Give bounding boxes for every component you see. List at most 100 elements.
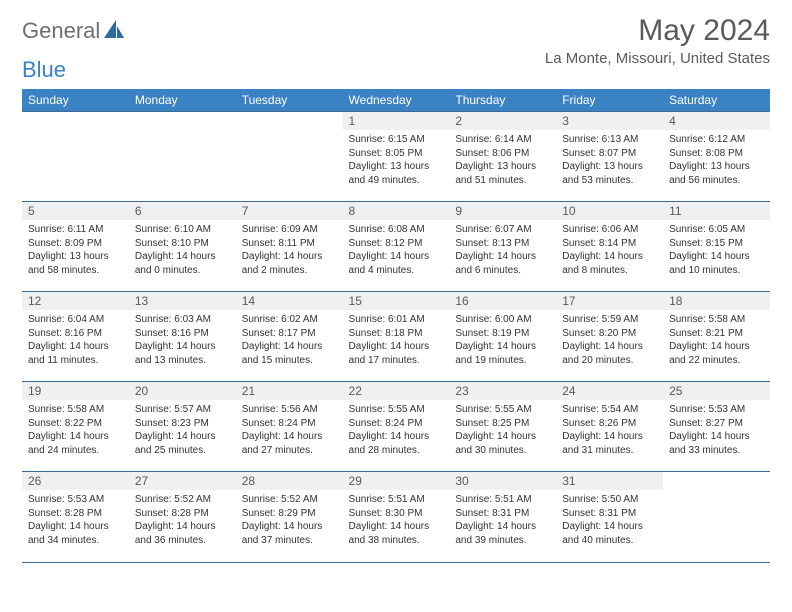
day-cell: 3Sunrise: 6:13 AMSunset: 8:07 PMDaylight… [556,112,663,202]
day-sunset: Sunset: 8:09 PM [28,237,123,251]
day-sunrise: Sunrise: 6:07 AM [455,223,550,237]
day-number: 2 [449,112,556,130]
location-subtitle: La Monte, Missouri, United States [545,50,770,67]
day-info: Sunrise: 5:50 AMSunset: 8:31 PMDaylight:… [556,490,663,551]
day-number: 11 [663,202,770,220]
day-day2: and 56 minutes. [669,174,764,188]
day-number: 10 [556,202,663,220]
day-info: Sunrise: 6:04 AMSunset: 8:16 PMDaylight:… [22,310,129,371]
day-day2: and 4 minutes. [349,264,444,278]
day-day1: Daylight: 14 hours [242,340,337,354]
day-number: 15 [343,292,450,310]
day-day2: and 51 minutes. [455,174,550,188]
day-info: Sunrise: 5:55 AMSunset: 8:25 PMDaylight:… [449,400,556,461]
day-sunset: Sunset: 8:28 PM [135,507,230,521]
day-day1: Daylight: 14 hours [242,520,337,534]
day-sunset: Sunset: 8:14 PM [562,237,657,251]
day-number: 6 [129,202,236,220]
day-cell: 17Sunrise: 5:59 AMSunset: 8:20 PMDayligh… [556,292,663,382]
day-day1: Daylight: 14 hours [455,340,550,354]
day-day1: Daylight: 13 hours [349,160,444,174]
day-info: Sunrise: 6:10 AMSunset: 8:10 PMDaylight:… [129,220,236,281]
day-sunrise: Sunrise: 5:50 AM [562,493,657,507]
day-number: 8 [343,202,450,220]
day-info: Sunrise: 6:00 AMSunset: 8:19 PMDaylight:… [449,310,556,371]
day-day1: Daylight: 14 hours [28,430,123,444]
day-day2: and 49 minutes. [349,174,444,188]
day-cell: 30Sunrise: 5:51 AMSunset: 8:31 PMDayligh… [449,472,556,562]
day-cell: 6Sunrise: 6:10 AMSunset: 8:10 PMDaylight… [129,202,236,292]
day-cell: 1Sunrise: 6:15 AMSunset: 8:05 PMDaylight… [343,112,450,202]
day-day1: Daylight: 13 hours [669,160,764,174]
day-day2: and 58 minutes. [28,264,123,278]
logo-text-general: General [22,18,100,44]
day-sunset: Sunset: 8:16 PM [135,327,230,341]
day-sunrise: Sunrise: 6:06 AM [562,223,657,237]
day-cell: 28Sunrise: 5:52 AMSunset: 8:29 PMDayligh… [236,472,343,562]
day-cell: 18Sunrise: 5:58 AMSunset: 8:21 PMDayligh… [663,292,770,382]
day-sunset: Sunset: 8:18 PM [349,327,444,341]
day-cell: 26Sunrise: 5:53 AMSunset: 8:28 PMDayligh… [22,472,129,562]
day-sunset: Sunset: 8:23 PM [135,417,230,431]
day-day1: Daylight: 13 hours [562,160,657,174]
day-day1: Daylight: 14 hours [135,340,230,354]
day-sunrise: Sunrise: 6:11 AM [28,223,123,237]
day-sunrise: Sunrise: 5:53 AM [669,403,764,417]
day-info: Sunrise: 6:03 AMSunset: 8:16 PMDaylight:… [129,310,236,371]
day-number: 30 [449,472,556,490]
day-cell: 8Sunrise: 6:08 AMSunset: 8:12 PMDaylight… [343,202,450,292]
day-sunrise: Sunrise: 6:14 AM [455,133,550,147]
day-day1: Daylight: 14 hours [242,250,337,264]
day-day1: Daylight: 14 hours [455,520,550,534]
day-info: Sunrise: 6:14 AMSunset: 8:06 PMDaylight:… [449,130,556,191]
day-cell: 27Sunrise: 5:52 AMSunset: 8:28 PMDayligh… [129,472,236,562]
day-number: 16 [449,292,556,310]
day-sunset: Sunset: 8:30 PM [349,507,444,521]
day-day1: Daylight: 14 hours [562,250,657,264]
day-info: Sunrise: 6:11 AMSunset: 8:09 PMDaylight:… [22,220,129,281]
day-sunset: Sunset: 8:07 PM [562,147,657,161]
day-cell: 19Sunrise: 5:58 AMSunset: 8:22 PMDayligh… [22,382,129,472]
day-sunset: Sunset: 8:20 PM [562,327,657,341]
day-info: Sunrise: 6:09 AMSunset: 8:11 PMDaylight:… [236,220,343,281]
week-row: 12Sunrise: 6:04 AMSunset: 8:16 PMDayligh… [22,292,770,382]
day-sunrise: Sunrise: 6:03 AM [135,313,230,327]
day-number: 24 [556,382,663,400]
day-number: 28 [236,472,343,490]
day-sunset: Sunset: 8:13 PM [455,237,550,251]
weekday-header: Saturday [663,89,770,112]
day-sunset: Sunset: 8:15 PM [669,237,764,251]
logo-text-blue: Blue [22,57,66,83]
day-day2: and 20 minutes. [562,354,657,368]
day-cell: 20Sunrise: 5:57 AMSunset: 8:23 PMDayligh… [129,382,236,472]
day-day2: and 34 minutes. [28,534,123,548]
day-sunset: Sunset: 8:21 PM [669,327,764,341]
day-sunrise: Sunrise: 5:59 AM [562,313,657,327]
day-sunrise: Sunrise: 5:58 AM [669,313,764,327]
day-day2: and 31 minutes. [562,444,657,458]
day-cell: 16Sunrise: 6:00 AMSunset: 8:19 PMDayligh… [449,292,556,382]
day-sunrise: Sunrise: 6:02 AM [242,313,337,327]
day-sunset: Sunset: 8:05 PM [349,147,444,161]
day-cell: 7Sunrise: 6:09 AMSunset: 8:11 PMDaylight… [236,202,343,292]
weekday-header-row: Sunday Monday Tuesday Wednesday Thursday… [22,89,770,112]
week-row: 5Sunrise: 6:11 AMSunset: 8:09 PMDaylight… [22,202,770,292]
day-info: Sunrise: 6:13 AMSunset: 8:07 PMDaylight:… [556,130,663,191]
day-day2: and 2 minutes. [242,264,337,278]
day-cell: .. [663,472,770,562]
day-sunrise: Sunrise: 5:52 AM [242,493,337,507]
day-number: 18 [663,292,770,310]
calendar-table: Sunday Monday Tuesday Wednesday Thursday… [22,89,770,562]
month-title: May 2024 [545,14,770,48]
day-info: Sunrise: 5:58 AMSunset: 8:21 PMDaylight:… [663,310,770,371]
day-day2: and 6 minutes. [455,264,550,278]
day-number: 25 [663,382,770,400]
day-sunset: Sunset: 8:24 PM [349,417,444,431]
day-number: 9 [449,202,556,220]
calendar-page: General May 2024 La Monte, Missouri, Uni… [0,0,792,563]
day-sunrise: Sunrise: 5:57 AM [135,403,230,417]
day-cell: 29Sunrise: 5:51 AMSunset: 8:30 PMDayligh… [343,472,450,562]
day-day2: and 36 minutes. [135,534,230,548]
day-day1: Daylight: 14 hours [562,340,657,354]
day-sunrise: Sunrise: 6:08 AM [349,223,444,237]
